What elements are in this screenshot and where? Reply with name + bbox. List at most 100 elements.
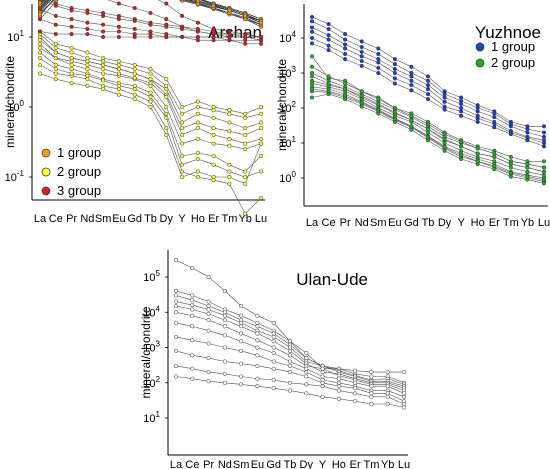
data-point — [101, 66, 106, 71]
x-tick-label: Ce — [185, 459, 199, 469]
data-point — [132, 71, 137, 76]
data-point — [37, 0, 43, 5]
y-tick-label: 100 — [7, 99, 24, 114]
data-point — [409, 70, 414, 76]
data-point — [255, 320, 260, 325]
data-point — [255, 376, 260, 381]
data-point — [53, 66, 58, 71]
data-point — [206, 341, 211, 346]
data-point — [222, 318, 227, 323]
chart-panel-ulan-ude: 105 104 103 102 101 La Ce Pr Nd Sm Eu Gd Tb Dy Y Ho Er Tm… — [139, 250, 410, 469]
data-point — [132, 34, 137, 40]
data-point — [541, 165, 547, 170]
y-tick-label: 101 — [7, 29, 24, 44]
data-point — [180, 162, 185, 167]
data-point — [359, 49, 364, 54]
data-point — [243, 147, 248, 152]
data-point — [37, 56, 43, 61]
data-point — [164, 115, 169, 120]
data-point — [180, 153, 185, 158]
data-point — [195, 29, 200, 34]
data-point — [320, 384, 325, 389]
data-point — [385, 391, 390, 396]
data-point — [180, 174, 185, 180]
data-point — [541, 177, 547, 182]
data-point — [190, 307, 195, 312]
data-point — [336, 384, 341, 389]
data-point — [243, 34, 248, 40]
data-point — [326, 33, 331, 38]
data-point — [369, 391, 374, 396]
data-point — [85, 56, 90, 61]
data-point — [180, 141, 185, 146]
data-point — [309, 14, 315, 19]
data-point — [271, 377, 276, 383]
data-point — [180, 34, 185, 40]
x-tick-label: Lu — [255, 213, 267, 225]
data-point — [255, 363, 260, 368]
data-point — [53, 50, 58, 55]
data-point — [148, 71, 153, 76]
data-point — [359, 58, 364, 64]
data-point — [459, 113, 464, 118]
data-point — [239, 361, 244, 366]
data-point — [227, 32, 232, 37]
data-point — [195, 126, 200, 131]
data-point — [116, 92, 121, 97]
data-point — [243, 211, 248, 216]
data-point — [309, 54, 315, 59]
x-tick-label: Ce — [49, 213, 63, 225]
legend-label: 3 group — [57, 183, 101, 198]
data-point — [173, 374, 179, 379]
data-point — [148, 94, 153, 99]
series-line — [39, 0, 262, 25]
series-line — [39, 0, 262, 23]
legend-marker — [475, 58, 485, 68]
chart-title: Yuzhnoe — [475, 23, 541, 42]
data-point — [206, 370, 211, 375]
x-tick-label: Eu — [388, 217, 401, 229]
data-point — [190, 376, 195, 381]
data-point — [195, 174, 200, 180]
data-point — [132, 87, 137, 92]
x-tick-label: Tm — [221, 213, 237, 225]
data-point — [343, 31, 348, 37]
data-point — [206, 299, 211, 304]
data-point — [425, 130, 431, 135]
data-point — [190, 313, 195, 318]
legend-marker — [41, 148, 51, 158]
y-axis-label: mineral/chondrite — [275, 59, 289, 151]
data-point — [409, 127, 414, 132]
data-point — [258, 141, 264, 146]
data-point — [53, 56, 58, 61]
legend-label: 2 group — [57, 164, 101, 179]
data-point — [271, 331, 276, 336]
series-line — [157, 0, 262, 38]
data-point — [369, 384, 374, 389]
data-point — [271, 366, 276, 371]
data-point — [385, 384, 390, 389]
data-point — [195, 169, 200, 174]
data-point — [53, 77, 58, 82]
data-point — [392, 62, 397, 67]
data-point — [239, 348, 244, 353]
data-point — [353, 386, 358, 391]
data-point — [227, 181, 232, 186]
data-point — [164, 77, 169, 82]
x-tick-label: Sm — [370, 217, 387, 229]
data-point — [243, 126, 248, 131]
data-point — [101, 87, 106, 92]
series-line — [39, 0, 262, 23]
data-point — [475, 105, 480, 111]
data-point — [164, 132, 169, 137]
data-point — [173, 258, 179, 263]
data-point — [425, 134, 431, 139]
data-point — [227, 143, 232, 148]
data-point — [243, 181, 248, 186]
data-point — [37, 17, 43, 22]
data-point — [343, 51, 348, 57]
data-point — [425, 86, 431, 92]
data-point — [442, 140, 447, 146]
data-point — [239, 313, 244, 318]
data-point — [222, 310, 227, 315]
